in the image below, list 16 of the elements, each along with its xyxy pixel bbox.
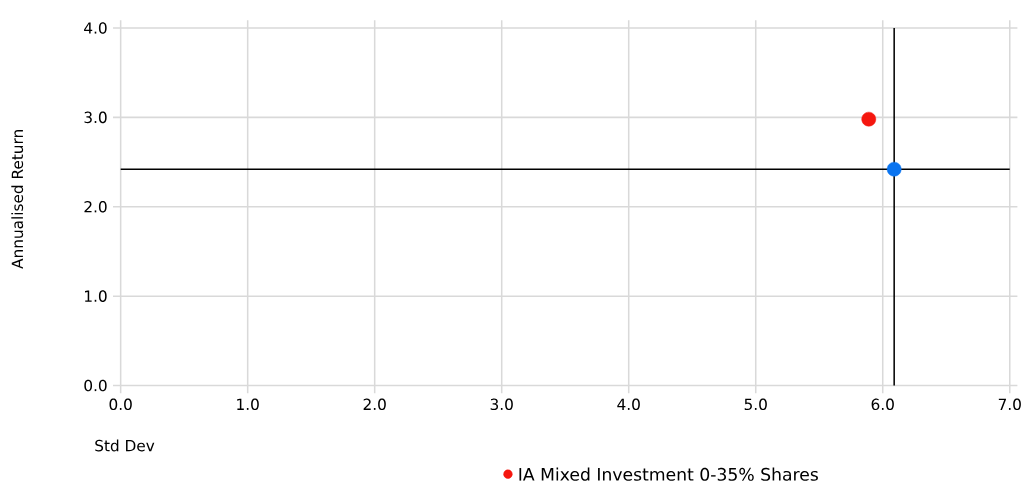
x-tick-label: 4.0 — [617, 398, 640, 411]
x-tick-label: 6.0 — [871, 398, 894, 411]
y-tick-label: 1.0 — [85, 290, 107, 302]
x-tick-label: 3.0 — [490, 398, 513, 411]
x-tick-label: 1.0 — [237, 398, 259, 411]
y-axis-title: Annualised Return — [11, 130, 24, 269]
y-tick-label: 2.0 — [84, 201, 107, 213]
x-axis-title: Std Dev — [95, 439, 155, 452]
x-tick-label: 2.0 — [363, 398, 386, 411]
x-tick-label: 5.0 — [744, 398, 767, 411]
y-tick-label: 3.0 — [84, 111, 107, 124]
legend-label: IA Mixed Investment 0-35% Shares — [519, 467, 818, 481]
x-tick-label: 0.0 — [109, 398, 132, 411]
x-tick-label: 7.0 — [998, 398, 1021, 411]
y-tick-label: 4.0 — [84, 22, 107, 34]
y-tick-label: 0.0 — [84, 379, 107, 392]
